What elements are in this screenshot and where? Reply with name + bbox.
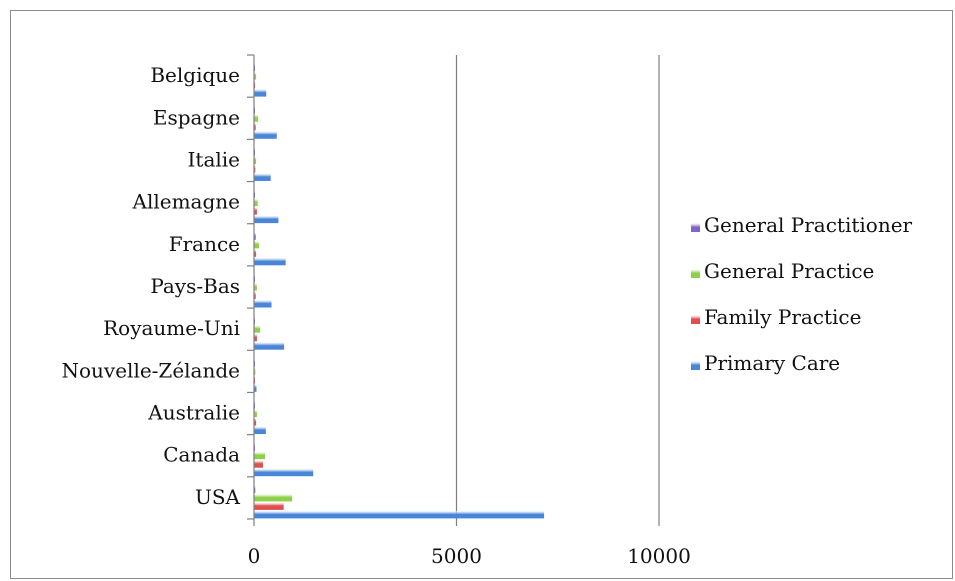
bar-Espagne-primary-care [254,131,277,139]
legend: General Practitioner General Practice Fami… [691,213,913,375]
x-tick-label: 10000 [627,544,691,568]
legend-label: General Practitioner [704,213,913,237]
bar-Belgique-general-practitioner [254,63,255,72]
category-label: Espagne [153,105,240,129]
category-label: Italie [188,147,241,171]
bar-Espagne-general-practice [254,114,259,122]
legend-label: Primary Care [704,351,840,375]
bar-USA-general-practice [254,493,293,502]
category-label: Belgique [150,63,240,87]
legend-swatch [691,269,700,278]
bar-Australie-general-practice [254,409,257,418]
bar-Pays-Bas-general-practice [254,283,257,291]
category-label: Australie [147,401,240,425]
x-tick-label: 0 [248,544,261,568]
bar-Belgique-family-practice [254,80,256,89]
bar-Belgique-primary-care [254,89,267,97]
bar-Pays-Bas-family-practice [254,291,256,299]
bar-Australie-primary-care [254,426,266,435]
bar-USA-general-practitioner [254,485,256,493]
bar-Italie-general-practitioner [254,147,255,156]
legend-label: General Practice [704,259,874,283]
bar-Royaume-Uni-primary-care [254,342,285,350]
bar-Nouvelle-Zélande-general-practitioner [254,358,255,367]
bar-Nouvelle-Zélande-general-practice [254,367,256,375]
bar-France-primary-care [254,257,286,266]
bar-Royaume-Uni-family-practice [254,333,257,342]
x-tick-label: 5000 [431,544,482,568]
bar-Allemagne-general-practice [254,198,258,207]
bar-USA-primary-care [254,510,545,519]
bar-USA-family-practice [254,502,284,510]
bar-Belgique-general-practice [254,72,257,80]
legend-swatch [691,361,700,370]
legend-label: Family Practice [704,305,861,329]
bar-Royaume-Uni-general-practitioner [254,316,255,325]
gridlines [455,55,660,519]
x-tick-labels: 0 5000 10000 [248,544,691,568]
bar-Nouvelle-Zélande-family-practice [254,375,255,384]
bar-Allemagne-primary-care [254,215,279,224]
legend-swatch [691,223,700,232]
bar-Canada-general-practitioner [254,443,255,451]
bar-France-general-practitioner [254,232,256,240]
category-label: Canada [163,443,240,467]
bar-Canada-primary-care [254,468,314,477]
category-label: France [169,232,240,256]
category-label: USA [195,485,241,509]
axes [247,54,660,526]
bar-Pays-Bas-primary-care [254,300,272,308]
bar-Espagne-general-practitioner [254,105,255,114]
bar-France-general-practice [254,240,259,249]
bar-Australie-family-practice [254,418,257,426]
bar-France-family-practice [254,249,257,257]
bar-chart: USA Canada Australie Nouvelle-Zélande Royaum… [61,54,913,568]
category-labels: USA Canada Australie Nouvelle-Zélande Royaum… [61,63,240,509]
chart-frame: USA Canada Australie Nouvelle-Zélande Royaum… [10,10,953,579]
category-label: Nouvelle-Zélande [61,358,240,382]
category-label: Royaume-Uni [103,316,240,340]
bar-Canada-family-practice [254,460,264,468]
bar-Italie-general-practice [254,156,257,164]
bar-Australie-general-practitioner [254,401,255,409]
bar-Allemagne-family-practice [254,207,257,215]
bar-Canada-general-practice [254,451,266,460]
bar-Allemagne-general-practitioner [254,190,255,198]
bar-Royaume-Uni-general-practice [254,325,261,333]
category-label: Pays-Bas [150,274,240,298]
category-label: Allemagne [132,190,240,214]
bars [254,63,545,519]
legend-swatch [691,315,700,324]
bar-Italie-family-practice [254,164,256,173]
bar-Pays-Bas-general-practitioner [254,274,255,282]
bar-Nouvelle-Zélande-primary-care [254,384,257,392]
bar-Espagne-family-practice [254,122,256,131]
bar-Italie-primary-care [254,173,271,181]
